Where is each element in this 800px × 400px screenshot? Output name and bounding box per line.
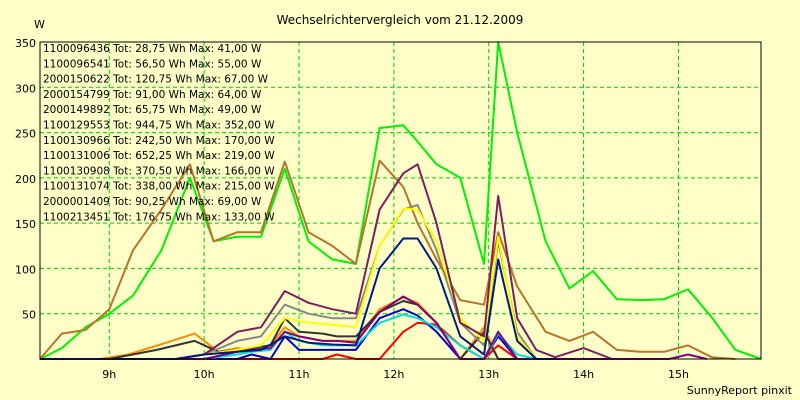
legend-entry-7: 1100130966 Tot: 242,50 Wh Max: 170,00 W bbox=[43, 135, 275, 147]
y-tick-label: 250 bbox=[15, 128, 36, 141]
series-line-8 bbox=[39, 159, 736, 360]
x-tick-label: 12h bbox=[383, 368, 404, 381]
x-tick-label: 10h bbox=[194, 368, 215, 381]
legend-entry-8: 1100131006 Tot: 652,25 Wh Max: 219,00 W bbox=[43, 150, 275, 162]
y-tick-label: 100 bbox=[15, 263, 36, 276]
series-line-6 bbox=[39, 41, 762, 360]
x-tick-label: 15h bbox=[668, 368, 689, 381]
legend-entry-10: 1100131074 Tot: 338,00 Wh Max: 215,00 W bbox=[43, 181, 275, 193]
legend-entry-12: 1100213451 Tot: 176,75 Wh Max: 133,00 W bbox=[43, 211, 275, 223]
y-tick-label: 300 bbox=[15, 82, 36, 95]
legend-entry-9: 1100130908 Tot: 370,50 Wh Max: 166,00 W bbox=[43, 165, 275, 177]
footer-credit: SunnyReport pinxit bbox=[687, 384, 793, 397]
legend-entry-5: 2000149892 Tot: 65,75 Wh Max: 49,00 W bbox=[43, 104, 262, 116]
chart-title: Wechselrichtervergleich vom 21.12.2009 bbox=[277, 13, 524, 27]
y-axis-label: W bbox=[34, 18, 45, 31]
series-line-10 bbox=[40, 163, 641, 360]
y-tick-label: 200 bbox=[15, 173, 36, 186]
x-tick-label: 11h bbox=[289, 368, 310, 381]
legend-entry-2: 1100096541 Tot: 56,50 Wh Max: 55,00 W bbox=[43, 58, 262, 70]
legend-entry-1: 1100096436 Tot: 28,75 Wh Max: 41,00 W bbox=[43, 43, 262, 55]
plot-frame bbox=[39, 41, 762, 360]
x-tick-label: 14h bbox=[573, 368, 594, 381]
series-line-9 bbox=[40, 207, 556, 360]
y-tick-label: 150 bbox=[15, 218, 36, 231]
legend-entry-6: 1100129553 Tot: 944,75 Wh Max: 352,00 W bbox=[43, 120, 275, 132]
x-tick-label: 9h bbox=[102, 368, 116, 381]
y-tick-label: 350 bbox=[15, 37, 36, 50]
series-line-12 bbox=[40, 237, 556, 360]
legend: 1100096436 Tot: 28,75 Wh Max: 41,00 W 110… bbox=[43, 43, 275, 223]
x-tick-label: 13h bbox=[478, 368, 499, 381]
y-tick-label: 50 bbox=[22, 309, 36, 322]
legend-entry-3: 2000150622 Tot: 120,75 Wh Max: 67,00 W bbox=[43, 74, 269, 86]
legend-entry-11: 2000001409 Tot: 90,25 Wh Max: 69,00 W bbox=[43, 196, 262, 208]
legend-entry-4: 2000154799 Tot: 91,00 Wh Max: 64,00 W bbox=[43, 89, 262, 101]
axis-ticks: 50 100 150 200 250 300 350 9h 10h 11h 12h 13h 14h 15h bbox=[15, 37, 689, 381]
